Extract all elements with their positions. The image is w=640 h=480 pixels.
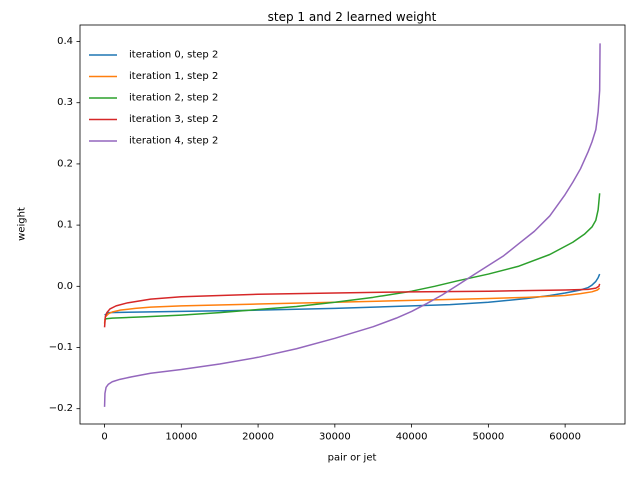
y-tick-label: −0.2 [49, 403, 73, 414]
legend-label-2: iteration 2, step 2 [129, 93, 218, 104]
y-axis-ticks: −0.2 −0.1 0.0 0.1 0.2 0.3 0.4 [49, 36, 80, 414]
legend-label-3: iteration 3, step 2 [129, 114, 218, 125]
legend-label-1: iteration 1, step 2 [129, 71, 218, 82]
x-tick-label: 0 [101, 432, 107, 443]
x-tick-label: 10000 [165, 432, 197, 443]
legend-label-4: iteration 4, step 2 [129, 136, 218, 147]
y-tick-label: −0.1 [49, 342, 73, 353]
y-tick-label: 0.4 [57, 36, 73, 47]
y-tick-label: 0.3 [57, 97, 73, 108]
series-line-0 [104, 273, 601, 316]
x-tick-label: 20000 [242, 432, 274, 443]
x-axis-label: pair or jet [328, 453, 377, 464]
x-tick-label: 50000 [472, 432, 504, 443]
legend-label-0: iteration 0, step 2 [129, 50, 218, 61]
axes-frame [79, 24, 626, 425]
legend: iteration 0, step 2 iteration 1, step 2 it… [89, 50, 218, 147]
y-axis-label: weight [17, 207, 28, 241]
x-tick-label: 40000 [396, 432, 428, 443]
series-line-3 [103, 283, 601, 328]
series-line-2 [104, 193, 601, 321]
x-tick-label: 30000 [319, 432, 351, 443]
x-tick-label: 60000 [549, 432, 581, 443]
y-tick-label: 0.1 [57, 220, 73, 231]
chart-title: step 1 and 2 learned weight [268, 10, 437, 24]
x-axis-ticks: 0 10000 20000 30000 40000 50000 60000 [101, 424, 581, 443]
series-line-4 [103, 43, 601, 407]
series-line-1 [103, 287, 601, 324]
plot-lines [103, 43, 601, 407]
y-tick-label: 0.2 [57, 158, 73, 169]
y-tick-label: 0.0 [57, 281, 73, 292]
